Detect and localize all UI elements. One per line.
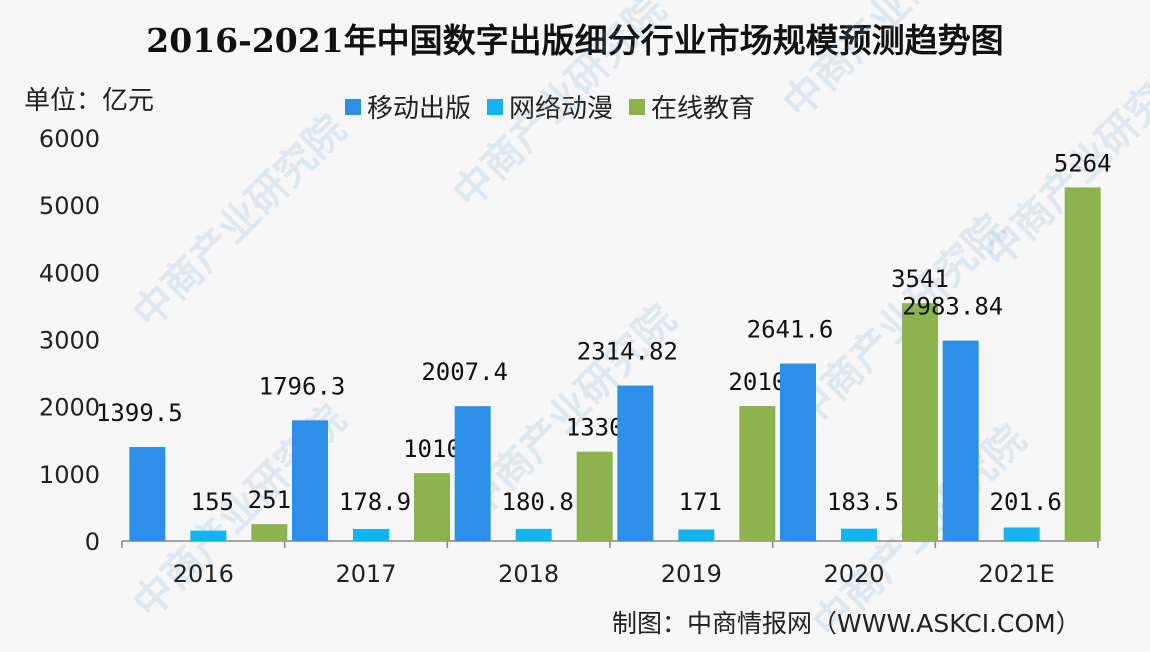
- y-tick-label: 6000: [39, 125, 100, 153]
- data-label: 171: [679, 488, 722, 516]
- x-tick-label: 2017: [335, 560, 396, 588]
- y-tick-label: 0: [85, 528, 100, 556]
- bar-mobile: [454, 406, 491, 541]
- data-label: 2007.4: [421, 358, 508, 386]
- bar-anime: [353, 528, 389, 541]
- bar-anime: [515, 528, 552, 541]
- bar-anime: [678, 529, 715, 541]
- data-label: 3541: [891, 265, 949, 293]
- data-label: 180.8: [502, 488, 574, 516]
- bar-education: [1064, 187, 1101, 541]
- unit-label: 单位：亿元: [24, 86, 155, 116]
- legend-label-mobile: 移动出版: [367, 94, 472, 124]
- data-label: 2010: [728, 368, 786, 396]
- legend-item-mobile: 移动出版: [345, 88, 471, 125]
- legend-item-anime: 网络动漫: [487, 88, 613, 125]
- watermark-text: 中商产业研究院: [125, 107, 356, 338]
- bar-anime: [841, 528, 877, 541]
- x-tick-label: 2019: [661, 560, 722, 588]
- bar-mobile: [617, 385, 654, 541]
- data-label: 2314.82: [577, 338, 678, 366]
- bar-education: [414, 473, 450, 541]
- data-label: 1010: [403, 435, 461, 463]
- legend-label-education: 在线教育: [651, 94, 756, 124]
- data-label: 1796.3: [259, 372, 346, 400]
- y-tick-label: 3000: [39, 327, 100, 355]
- y-tick-label: 1000: [39, 461, 100, 489]
- legend: 移动出版 网络动漫 在线教育: [345, 88, 755, 125]
- legend-item-education: 在线教育: [629, 88, 755, 125]
- bar-mobile: [942, 340, 979, 541]
- bar-education: [576, 451, 613, 541]
- data-label: 183.5: [827, 488, 899, 516]
- bar-education: [739, 405, 776, 541]
- data-label: 1330: [566, 414, 624, 442]
- y-tick-label: 4000: [39, 259, 100, 287]
- credit-text: 制图：中商情报网（WWW.ASKCI.COM）: [612, 609, 1081, 638]
- data-label: 1399.5: [96, 399, 183, 427]
- data-label: 178.9: [339, 488, 411, 516]
- legend-label-anime: 网络动漫: [509, 94, 614, 124]
- legend-swatch-anime: [487, 98, 504, 115]
- watermark-text: 中商产业研究院: [775, 0, 1006, 127]
- bar-education: [251, 524, 288, 541]
- data-label: 2983.84: [902, 293, 1003, 321]
- data-label: 2641.6: [747, 316, 834, 344]
- watermark-text: 中商产业研究院: [445, 0, 676, 217]
- y-tick-label: 2000: [39, 394, 100, 422]
- bar-anime: [1003, 527, 1040, 541]
- bar-mobile: [129, 447, 166, 541]
- data-label: 201.6: [990, 488, 1062, 516]
- bar-anime: [190, 530, 227, 541]
- bar-education: [902, 303, 938, 541]
- legend-swatch-mobile: [345, 98, 361, 115]
- data-label: 251: [248, 486, 291, 514]
- x-tick-label: 2018: [498, 560, 559, 588]
- y-tick-label: 5000: [39, 192, 100, 220]
- chart-title: 2016-2021年中国数字出版细分行业市场规模预测趋势图: [146, 21, 1004, 60]
- legend-swatch-education: [629, 98, 646, 115]
- bar-mobile: [292, 420, 328, 541]
- x-tick-label: 2016: [173, 560, 234, 588]
- data-label: 155: [191, 488, 234, 516]
- x-tick-label: 2020: [823, 560, 884, 588]
- data-label: 5264: [1054, 149, 1112, 177]
- bar-mobile: [780, 363, 816, 541]
- x-tick-label: 2021E: [979, 560, 1055, 588]
